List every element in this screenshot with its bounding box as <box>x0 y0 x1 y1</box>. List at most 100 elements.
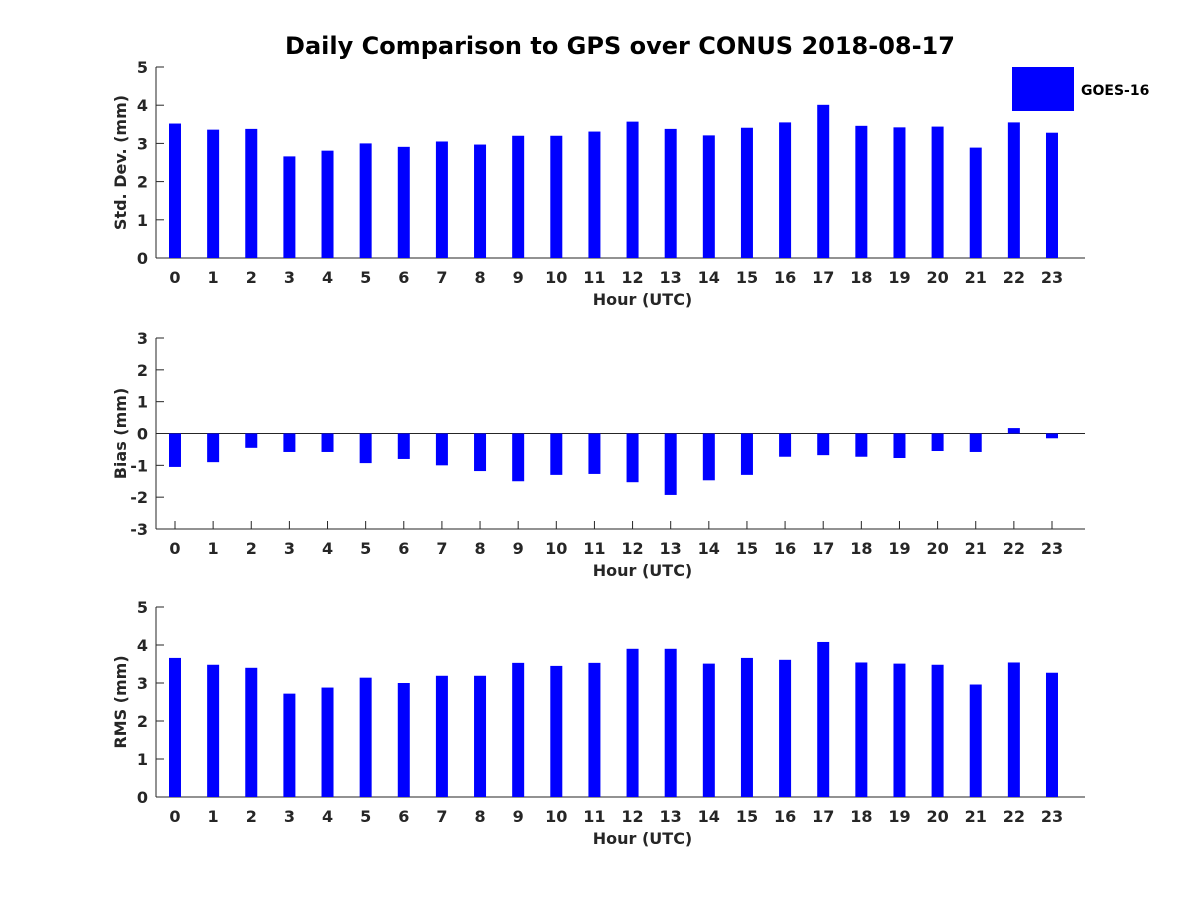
rms-x-tick-label: 22 <box>1003 807 1025 826</box>
rms-bar <box>550 665 563 797</box>
std-dev-x-tick-label: 10 <box>545 268 567 287</box>
rms-x-tick-label: 13 <box>660 807 682 826</box>
bias-y-tick-label: -3 <box>130 520 148 539</box>
bias-x-tick-label: 19 <box>888 539 910 558</box>
rms-y-tick-label: 1 <box>137 750 148 769</box>
std-dev-x-tick-label: 19 <box>888 268 910 287</box>
std-dev-bar <box>893 127 906 258</box>
rms-bar <box>474 675 487 797</box>
std-dev-bar <box>397 146 410 258</box>
legend-swatch <box>1012 67 1074 111</box>
rms-bar <box>397 683 410 797</box>
std-dev-x-tick-label: 8 <box>474 268 485 287</box>
rms-bar <box>931 664 944 797</box>
bias-bar <box>969 433 982 452</box>
rms-bar <box>207 664 220 797</box>
std-dev-x-tick-label: 2 <box>246 268 257 287</box>
bias-bar <box>397 433 410 459</box>
bias-x-tick-label: 2 <box>246 539 257 558</box>
bias-bar <box>359 433 372 464</box>
std-dev-x-tick-label: 22 <box>1003 268 1025 287</box>
rms-bar <box>1045 672 1058 797</box>
bias-x-tick-label: 4 <box>322 539 333 558</box>
bias-bar <box>283 433 296 452</box>
std-dev-bar <box>359 143 372 258</box>
rms-x-tick-label: 6 <box>398 807 409 826</box>
rms-x-tick-label: 11 <box>583 807 605 826</box>
rms-bar <box>169 657 181 797</box>
std-dev-x-tick-label: 16 <box>774 268 796 287</box>
bias-bar <box>626 433 639 483</box>
rms-x-tick-label: 1 <box>208 807 219 826</box>
rms-bar <box>779 659 792 797</box>
bias-bar <box>321 433 334 452</box>
bias-bar <box>893 433 906 459</box>
std-dev-bar <box>283 156 296 258</box>
std-dev-bar <box>169 123 181 258</box>
std-dev-y-axis-label: Std. Dev. (mm) <box>111 95 130 230</box>
std-dev-y-tick-label: 3 <box>137 134 148 153</box>
rms-bar <box>664 648 677 797</box>
std-dev-x-tick-label: 3 <box>284 268 295 287</box>
rms-x-tick-label: 19 <box>888 807 910 826</box>
std-dev-x-tick-label: 0 <box>169 268 180 287</box>
std-dev-bar <box>435 141 448 258</box>
rms-x-tick-label: 8 <box>474 807 485 826</box>
bias-bar <box>169 433 181 467</box>
bias-bar <box>1045 433 1058 439</box>
bias-x-tick-label: 7 <box>436 539 447 558</box>
bias-x-tick-label: 21 <box>965 539 987 558</box>
rms-x-tick-label: 18 <box>850 807 872 826</box>
std-dev-x-tick-label: 6 <box>398 268 409 287</box>
rms-x-tick-label: 21 <box>965 807 987 826</box>
bias-x-tick-label: 18 <box>850 539 872 558</box>
rms-y-tick-label: 0 <box>137 788 148 807</box>
std-dev-bar <box>550 135 563 258</box>
bias-bar <box>435 433 448 466</box>
bias-x-tick-label: 23 <box>1041 539 1063 558</box>
std-dev-bar <box>969 147 982 258</box>
bias-x-tick-label: 9 <box>513 539 524 558</box>
std-dev-bar <box>588 131 601 258</box>
bias-x-tick-label: 8 <box>474 539 485 558</box>
std-dev-x-tick-label: 17 <box>812 268 834 287</box>
bias-bar <box>817 433 830 456</box>
rms-x-tick-label: 9 <box>513 807 524 826</box>
bias-y-tick-label: -2 <box>130 488 148 507</box>
bias-bar <box>207 433 220 463</box>
bias-x-tick-label: 1 <box>208 539 219 558</box>
rms-x-tick-label: 0 <box>169 807 180 826</box>
rms-bar <box>283 693 296 797</box>
bias-bar <box>779 433 792 457</box>
std-dev-x-tick-label: 21 <box>965 268 987 287</box>
std-dev-y-tick-label: 1 <box>137 211 148 230</box>
bias-y-tick-label: -1 <box>130 456 148 475</box>
legend-label: GOES-16 <box>1081 83 1149 99</box>
bias-x-tick-label: 14 <box>698 539 720 558</box>
bias-x-tick-label: 13 <box>660 539 682 558</box>
bias-bar <box>855 433 868 457</box>
std-dev-x-tick-label: 13 <box>660 268 682 287</box>
rms-bar <box>588 662 601 797</box>
std-dev-bar <box>702 135 715 258</box>
std-dev-x-tick-label: 5 <box>360 268 371 287</box>
bias-y-axis-label: Bias (mm) <box>111 388 130 480</box>
bias-bar <box>1007 428 1020 434</box>
bias-x-tick-label: 16 <box>774 539 796 558</box>
bias-bar <box>740 433 753 475</box>
rms-bar <box>359 677 372 797</box>
bias-x-tick-label: 11 <box>583 539 605 558</box>
std-dev-bar <box>512 135 525 258</box>
rms-x-tick-label: 20 <box>926 807 948 826</box>
rms-x-tick-label: 12 <box>621 807 643 826</box>
rms-x-tick-label: 3 <box>284 807 295 826</box>
std-dev-y-tick-label: 5 <box>137 58 148 77</box>
bias-bar <box>588 433 601 474</box>
bias-x-tick-label: 15 <box>736 539 758 558</box>
rms-bar <box>1007 662 1020 797</box>
rms-x-tick-label: 16 <box>774 807 796 826</box>
std-dev-y-tick-label: 2 <box>137 173 148 192</box>
rms-bar <box>817 641 830 797</box>
